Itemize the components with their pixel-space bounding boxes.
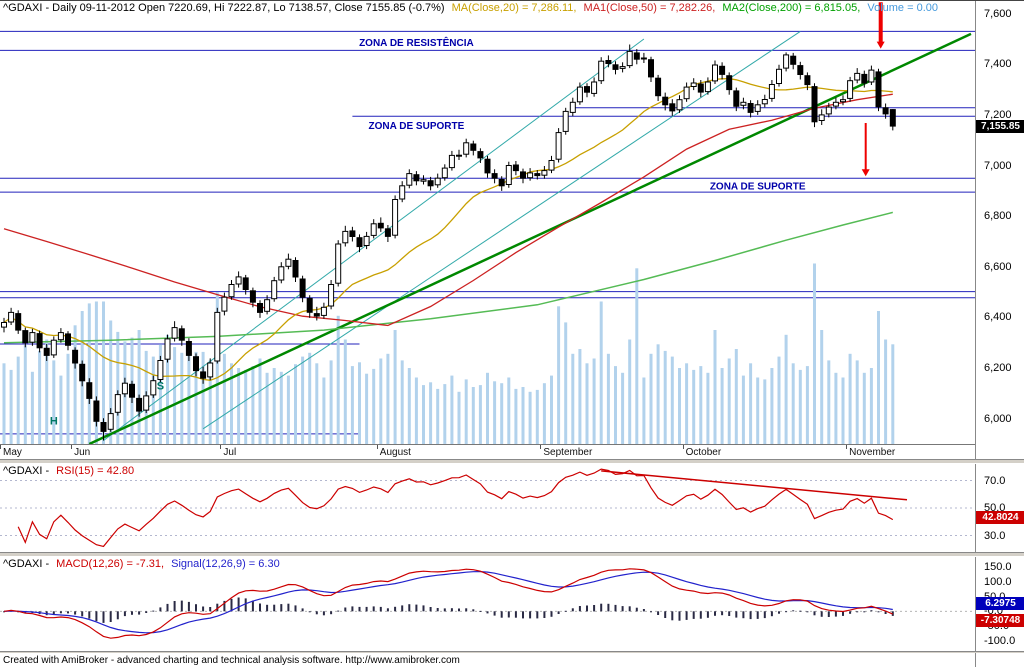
month-tick [540,445,542,449]
rsi-legend: RSI(15) = 42.80 [56,465,135,477]
ma20-legend: MA(Close,20) = 7,286.11, [451,2,577,14]
volume-legend: Volume = 0.00 [867,2,938,14]
axis-tick-label: 7,200 [984,108,1012,121]
trendline [88,32,972,444]
rsi-chart-canvas[interactable] [0,464,975,552]
footer-divider [0,651,1024,653]
panel-splitter[interactable] [0,459,1024,464]
macd-histogram [3,597,894,623]
axis-tick-label: 6,200 [984,362,1012,375]
axis-tick-label: 50.0 [984,502,1006,514]
axis-tick-label: 6,800 [984,210,1012,223]
rsi-grid [0,480,975,536]
candles-layer [1,44,896,441]
footer-credit: Created with AmiBroker - advanced charti… [3,655,460,666]
pattern-letter: H [50,416,58,428]
ma20-line [3,77,893,381]
month-label: Jul [223,447,237,458]
zone-label: ZONA DE SUPORTE [710,182,806,193]
month-label: Jun [74,447,91,458]
month-label: September [543,447,593,458]
rsi-value-label: 42.8024 [976,511,1024,525]
axis-tick-label: 6,000 [984,412,1012,425]
month-tick [220,445,222,449]
signal-line [3,570,893,634]
axis-tick-label: 70.0 [984,474,1006,487]
channel-lines [103,30,801,441]
rsi-line [17,468,894,548]
quote-summary: ^GDAXI - Daily 09-11-2012 Open 7220.69, … [3,2,445,14]
last-price-label: 7,155.85 [976,119,1024,133]
axis-tick-label: 7,600 [984,7,1012,20]
axis-tick-label: 150.0 [984,561,1012,574]
value-axis-gutter: 7,155.85 42.8024 6.2975 -7.30748 7,600 7,… [975,1,1024,667]
ma50-legend: MA1(Close,50) = 7,282.26, [583,2,716,14]
zone-label: ZONA DE SUPORTE [369,121,465,132]
macd-line [3,568,894,639]
annotations-layer: ZONA DE RESISTÊNCIA ZONA DE SUPORTE ZONA D… [50,36,806,428]
axis-tick-label: 7,000 [984,159,1012,172]
axis-tick-label: 6,600 [984,260,1012,273]
price-chart-canvas[interactable]: ZONA DE RESISTÊNCIA ZONA DE SUPORTE ZONA D… [0,1,975,444]
rsi-trendline [601,470,908,501]
month-tick [0,445,1,449]
date-axis: May Jun Jul August September October November [0,444,975,459]
axis-tick-label: -100.0 [984,634,1016,647]
panel-splitter[interactable] [0,552,1024,557]
zone-lines [0,30,975,435]
month-label: August [379,447,411,458]
month-tick [682,445,684,449]
volume-layer [2,263,895,444]
macd-value-label: -7.30748 [976,614,1024,627]
signal-legend: Signal(12,26,9) = 6.30 [171,558,280,570]
price-chart-title: ^GDAXI - Daily 09-11-2012 Open 7220.69, … [3,2,942,14]
month-label: October [685,447,722,458]
ma50-line [3,93,893,327]
month-tick [846,445,848,449]
axis-tick-label: 7,400 [984,58,1012,71]
rsi-symbol: ^GDAXI - [3,465,53,477]
zone-label: ZONA DE RESISTÊNCIA [359,36,474,49]
month-label: May [3,447,22,458]
month-label: November [849,447,896,458]
macd-symbol: ^GDAXI - [3,558,53,570]
ma200-legend: MA2(Close,200) = 6,815.05, [722,2,861,14]
pattern-letter: S [157,380,164,392]
macd-chart-canvas[interactable] [0,557,975,651]
month-tick [376,445,378,449]
arrows-layer [861,2,885,177]
signal-value-label: 6.2975 [976,596,1024,610]
axis-tick-label: 100.0 [984,576,1012,588]
axis-tick-label: 30.0 [984,529,1006,542]
rsi-panel-title: ^GDAXI - RSI(15) = 42.80 [3,465,138,477]
macd-panel-title: ^GDAXI - MACD(12,26) = -7.31, Signal(12,… [3,558,284,570]
month-tick [71,445,73,449]
macd-legend: MACD(12,26) = -7.31, [56,558,165,570]
axis-tick-label: 6,400 [984,311,1012,324]
